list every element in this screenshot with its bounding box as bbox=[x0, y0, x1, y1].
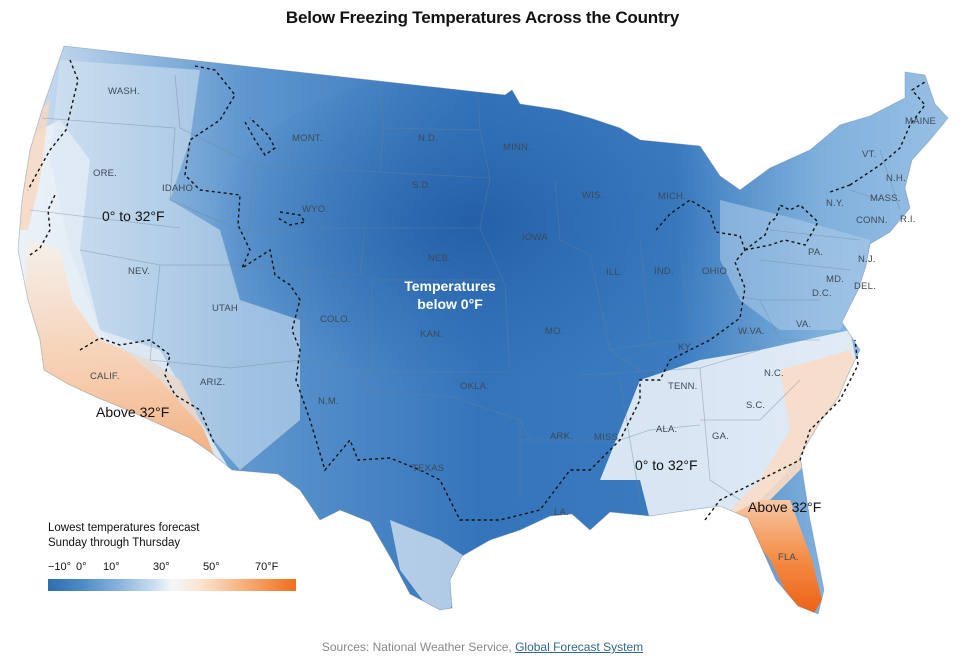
legend-tick: 70°F bbox=[255, 561, 279, 573]
state-label: N.Y. bbox=[826, 198, 844, 209]
legend-tick: 30° bbox=[153, 561, 170, 573]
state-label: WASH. bbox=[108, 86, 140, 97]
state-label: D.C. bbox=[812, 288, 832, 299]
legend-title-line1: Lowest temperatures forecast bbox=[48, 522, 200, 534]
contour-lines bbox=[27, 59, 926, 521]
state-label: R.I. bbox=[900, 214, 916, 225]
zone-label-center-line1: Temperatures bbox=[404, 278, 496, 294]
zone-label-southeast-mid: 0° to 32°F bbox=[635, 457, 698, 473]
state-label: GA. bbox=[712, 431, 729, 442]
sources-prefix: Sources: National Weather Service, bbox=[321, 640, 516, 654]
zone-label-west-mid: 0° to 32°F bbox=[102, 208, 165, 224]
state-label: TENN. bbox=[668, 381, 698, 392]
state-label: NEV. bbox=[128, 266, 150, 277]
state-label: MICH. bbox=[658, 191, 686, 202]
state-label: MINN. bbox=[503, 142, 531, 153]
state-label: MISS. bbox=[594, 432, 621, 443]
state-label: ARK. bbox=[550, 431, 573, 442]
state-label: TEXAS bbox=[412, 463, 444, 474]
state-label: COLO. bbox=[320, 314, 351, 325]
state-label: MONT. bbox=[292, 133, 323, 144]
zone-label-center-line2: below 0°F bbox=[417, 296, 483, 312]
state-label: IOWA bbox=[522, 232, 548, 243]
state-label: CONN. bbox=[856, 215, 888, 226]
legend: Lowest temperatures forecast Sunday thro… bbox=[48, 521, 308, 591]
state-label: S.C. bbox=[746, 400, 765, 411]
state-label: WYO. bbox=[302, 204, 328, 215]
state-labels: WASH. MONT. N.D. MINN. ORE. IDAHO S.D. WIS. WYO.… bbox=[90, 86, 936, 563]
legend-title-line2: Sunday through Thursday bbox=[48, 537, 181, 549]
state-label: VA. bbox=[796, 319, 811, 330]
sources-link[interactable]: Global Forecast System bbox=[515, 640, 644, 654]
state-label: DEL. bbox=[854, 281, 876, 292]
state-label: MD. bbox=[826, 274, 844, 285]
state-label: VT. bbox=[862, 149, 876, 160]
state-label: N.H. bbox=[886, 173, 906, 184]
state-label: UTAH bbox=[212, 303, 238, 314]
state-label: FLA. bbox=[778, 552, 799, 563]
state-label: ILL. bbox=[606, 267, 623, 278]
state-label: W.VA. bbox=[738, 326, 765, 337]
state-label: MO. bbox=[545, 326, 564, 337]
state-borders bbox=[17, 45, 949, 615]
state-label: OHIO bbox=[702, 266, 727, 277]
state-label: ALA. bbox=[656, 424, 677, 435]
zone-label-west-warm: Above 32°F bbox=[96, 404, 169, 420]
state-label: NEB. bbox=[428, 253, 451, 264]
state-label: WIS. bbox=[582, 190, 603, 201]
state-label: S.D. bbox=[412, 180, 431, 191]
legend-tick: 10° bbox=[103, 561, 120, 573]
state-label: ORE. bbox=[93, 168, 117, 179]
state-label: N.D. bbox=[418, 133, 438, 144]
state-label: N.M. bbox=[318, 396, 339, 407]
legend-tick: −10° bbox=[48, 561, 72, 573]
state-label: OKLA. bbox=[460, 381, 489, 392]
state-label: KAN. bbox=[420, 329, 443, 340]
state-label: PA. bbox=[808, 247, 823, 258]
state-label: LA. bbox=[554, 507, 569, 518]
legend-ticks: −10° 0° 10° 30° 50° 70°F bbox=[48, 561, 308, 577]
map-title: Below Freezing Temperatures Across the C… bbox=[285, 8, 680, 27]
state-label: N.J. bbox=[858, 254, 876, 265]
state-label: N.C. bbox=[764, 368, 784, 379]
sources-line: Sources: National Weather Service, Globa… bbox=[0, 640, 965, 654]
state-label: MASS. bbox=[870, 193, 901, 204]
state-label: ARIZ. bbox=[200, 377, 225, 388]
legend-tick: 50° bbox=[203, 561, 220, 573]
legend-color-bar bbox=[48, 579, 296, 591]
state-label: IND. bbox=[654, 266, 674, 277]
state-label: IDAHO bbox=[162, 183, 193, 194]
state-label: KY. bbox=[678, 342, 693, 353]
legend-tick: 0° bbox=[76, 561, 87, 573]
state-label: MAINE bbox=[905, 116, 936, 127]
zone-label-southeast-warm: Above 32°F bbox=[748, 499, 821, 515]
state-label: CALIF. bbox=[90, 371, 120, 382]
